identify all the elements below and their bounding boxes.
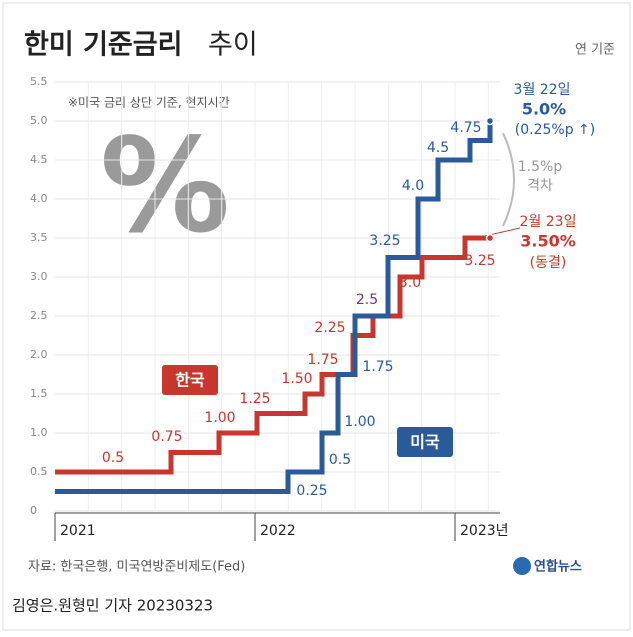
annotation: (0.25%p ↑) <box>515 122 595 138</box>
data-label: 1.00 <box>204 410 235 426</box>
annotation: 격차 <box>527 178 553 194</box>
annotation: 2월 23일 <box>520 214 577 230</box>
y-tick-label: 4.0 <box>30 192 48 205</box>
data-label: 0.5 <box>102 450 124 466</box>
y-tick-label: 3.0 <box>30 270 48 283</box>
data-label: 4.0 <box>402 178 424 194</box>
data-label: 3.0 <box>399 275 421 291</box>
end-point <box>485 116 495 126</box>
source: 자료: 한국은행, 미국연방준비제도(Fed) <box>28 559 245 575</box>
y-tick-label: 4.5 <box>30 153 48 166</box>
y-tick-label: 2.5 <box>30 309 48 322</box>
data-label: 3.25 <box>369 233 400 249</box>
annotation: (동결) <box>530 255 567 271</box>
y-tick-label: 0 <box>30 504 37 517</box>
data-label: 1.75 <box>307 352 338 368</box>
data-label: 4.5 <box>427 140 449 156</box>
agency: 연합뉴스 <box>534 559 582 575</box>
annotation: 3월 22일 <box>514 82 571 98</box>
y-tick-label: 5.5 <box>30 75 48 88</box>
data-label: 3.25 <box>464 253 495 269</box>
annotation: 5.0% <box>522 100 566 119</box>
legend-box <box>397 427 453 457</box>
gap-bracket <box>502 132 515 227</box>
data-label: 1.25 <box>239 391 270 407</box>
data-label: 0.75 <box>151 429 182 445</box>
note: ※미국 금리 상단 기준, 현지시간 <box>68 96 230 110</box>
x-tick-label: 2021 <box>60 523 96 539</box>
data-label: 2.25 <box>314 320 345 336</box>
chart-title: 한미 기준금리 <box>24 30 182 61</box>
step-line <box>55 121 493 494</box>
y-tick-label: 1.5 <box>30 387 48 400</box>
legend-box <box>162 365 218 395</box>
y-tick-label: 0.5 <box>30 465 48 478</box>
logo <box>513 557 531 575</box>
data-label: 1.00 <box>344 414 375 430</box>
percent-symbol: % <box>100 110 230 262</box>
x-tick-label: 2023년 <box>460 523 509 539</box>
y-tick-label: 3.5 <box>30 231 48 244</box>
data-label: 0.25 <box>296 483 327 499</box>
legend-label: 미국 <box>410 433 440 452</box>
y-tick-label: 5.0 <box>30 114 48 127</box>
data-label: 1.50 <box>281 371 312 387</box>
data-label: 1.75 <box>362 359 393 375</box>
data-label: 4.75 <box>450 120 481 136</box>
annotation: 1.5%p <box>518 159 563 175</box>
end-point <box>485 233 495 243</box>
data-label: 2.5 <box>356 292 378 308</box>
data-label: 0.5 <box>329 452 351 468</box>
plot: 0 0.5 1.0 1.5 2.0 2.5 3.0 3.5 4.0 4.5 5.0 5.5 2021 20… <box>30 75 509 541</box>
byline: 김영은.원형민 기자 20230323 <box>12 597 213 615</box>
x-tick-label: 2022 <box>260 523 296 539</box>
y-tick-label: 2.0 <box>30 348 48 361</box>
chart-title-suffix: 추이 <box>208 30 258 61</box>
unit-label: 연 기준 <box>575 43 615 58</box>
y-tick-label: 1.0 <box>30 426 48 439</box>
annotation: 3.50% <box>520 232 576 251</box>
legend-label: 한국 <box>175 371 205 390</box>
